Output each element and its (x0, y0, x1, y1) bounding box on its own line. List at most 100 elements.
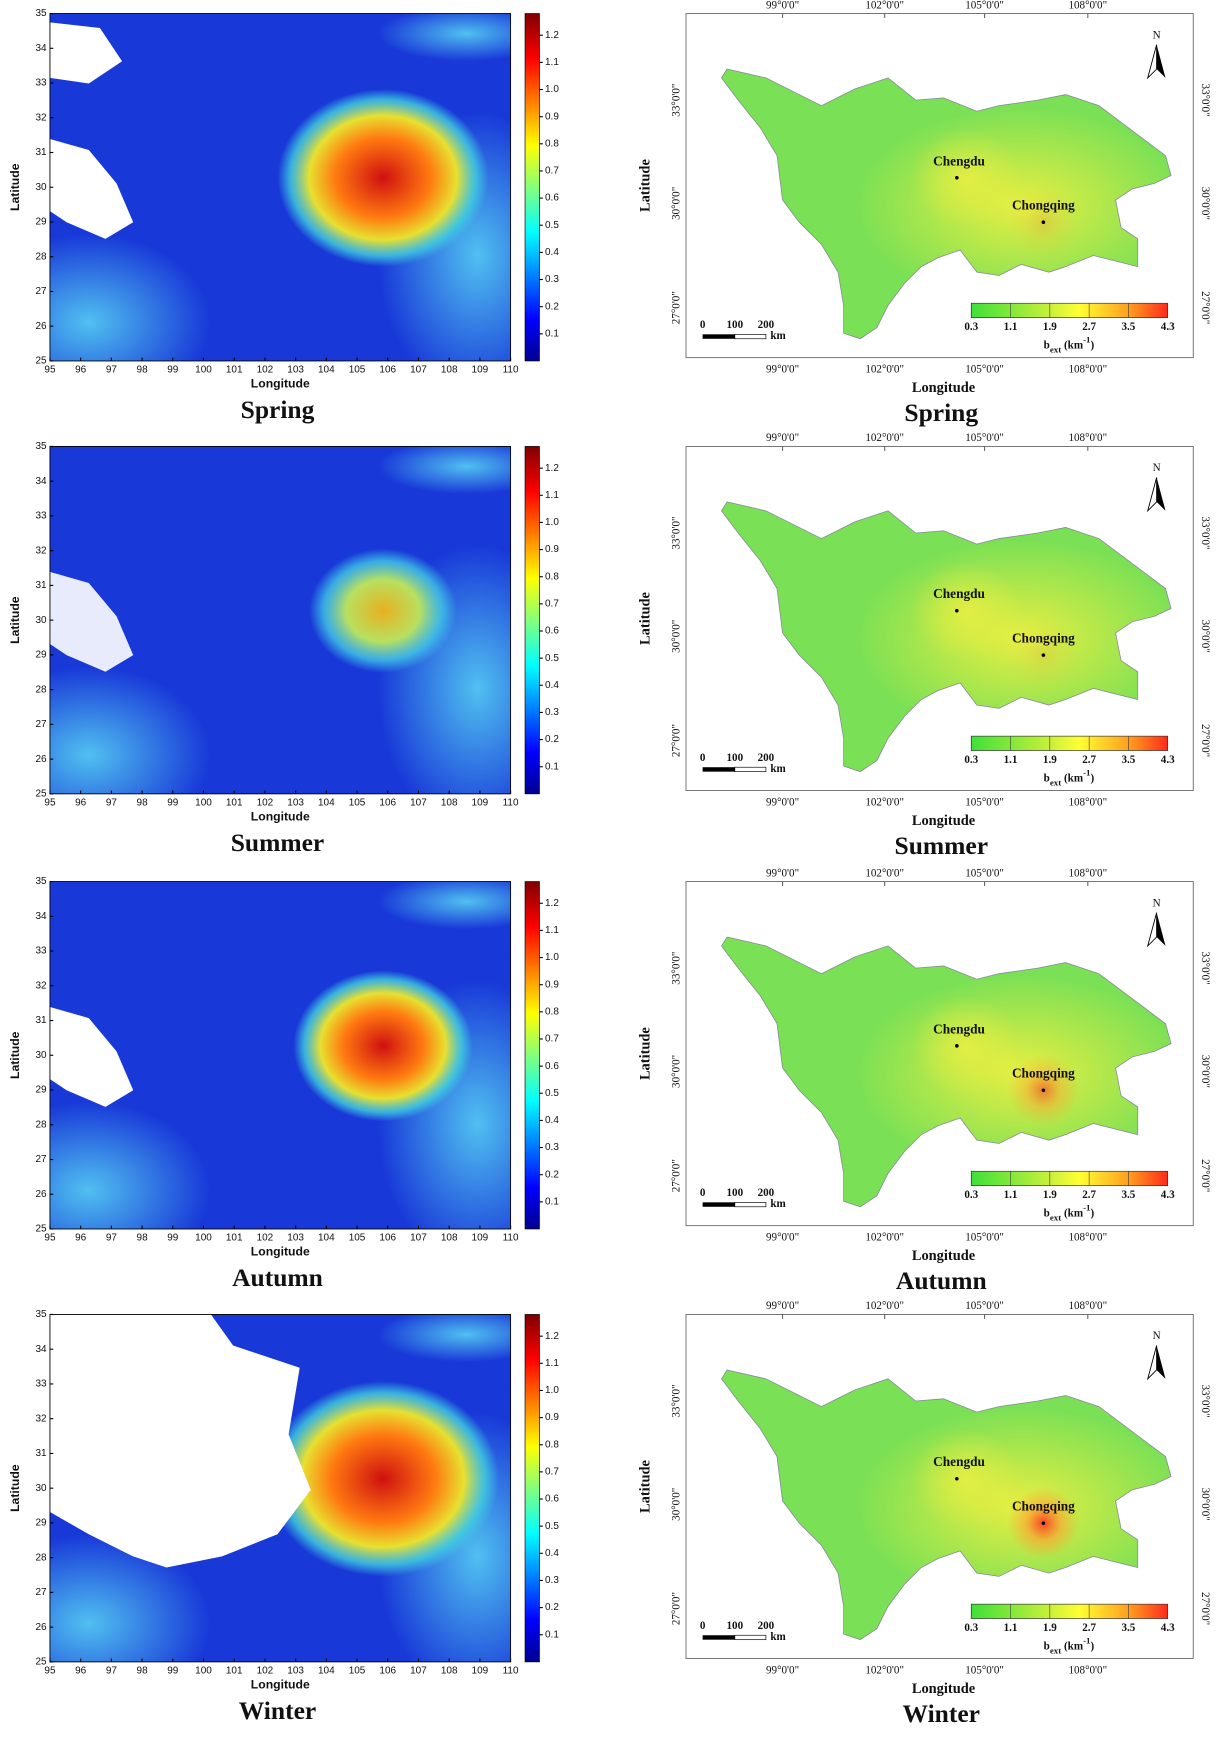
lat-label-right: 30°0'0" (1199, 187, 1211, 220)
heatmap-hotspot (277, 89, 489, 267)
x-tick-label: 106 (379, 1233, 396, 1244)
y-tick-label: 29 (36, 1085, 48, 1096)
x-tick-label: 103 (287, 1665, 304, 1676)
colorbar-tick-label: 3.5 (1121, 1622, 1135, 1634)
x-tick-label: 109 (472, 364, 489, 375)
lon-label-bottom: 108°0'0" (1068, 796, 1107, 808)
colorbar-tick-label: 0.7 (545, 598, 559, 609)
lon-label-top: 102°0'0" (865, 0, 904, 11)
title-unit: (km (1061, 1207, 1084, 1219)
y-tick-label: 34 (36, 43, 48, 54)
north-arrow (1156, 477, 1166, 511)
lon-label-bottom: 105°0'0" (965, 1231, 1004, 1243)
y-tick-label: 27 (36, 719, 48, 730)
x-tick-label: 104 (318, 364, 335, 375)
x-tick-label: 96 (75, 364, 87, 375)
colorbar-tick-label: 0.1 (545, 761, 559, 772)
x-tick-label: 108 (441, 364, 458, 375)
y-tick-label: 32 (36, 545, 48, 556)
heatmap-region (377, 13, 511, 62)
lat-label-left: 27°0'0" (671, 724, 683, 757)
x-tick-label: 105 (349, 797, 366, 808)
x-tick-label: 107 (410, 1665, 427, 1676)
scale-bar (702, 767, 735, 772)
title-superscript: -1 (1083, 1202, 1090, 1212)
x-tick-label: 104 (318, 797, 335, 808)
x-tick-label: 104 (318, 1233, 335, 1244)
colorbar-tick-label: 1.1 (1004, 1622, 1018, 1634)
title-unit: (km (1061, 1640, 1084, 1652)
colorbar-tick-label: 1.0 (545, 84, 559, 95)
lon-label-top: 105°0'0" (965, 867, 1004, 879)
colorbar-tick-label: 1.9 (1043, 321, 1057, 333)
north-label: N (1153, 897, 1161, 909)
city-label: Chengdu (933, 1454, 985, 1469)
lon-label-bottom: 105°0'0" (965, 363, 1004, 375)
title-close: ) (1090, 1207, 1094, 1219)
x-tick-label: 95 (44, 364, 56, 375)
aod-panel: 95 96 97 98 99 100 101 102 103 104 105 106 107 108 109… (8, 8, 560, 424)
scale-label: 100 (726, 1620, 743, 1632)
lon-label-bottom: 99°0'0" (766, 363, 799, 375)
x-tick-label: 109 (472, 1665, 489, 1676)
colorbar-tick-label: 0.8 (545, 1006, 559, 1017)
x-tick-label: 99 (167, 1665, 179, 1676)
north-arrow (1156, 912, 1166, 946)
colorbar (524, 13, 540, 362)
x-tick-label: 102 (257, 364, 274, 375)
season-row: 95 96 97 98 99 100 101 102 103 104 105 106 107 108 109… (8, 867, 1211, 1295)
x-tick-label: 98 (137, 364, 149, 375)
y-tick-label: 26 (36, 754, 48, 765)
lat-label-left: 27°0'0" (671, 291, 683, 324)
x-tick-label: 108 (441, 1233, 458, 1244)
lat-label-left: 33°0'0" (671, 952, 683, 985)
x-tick-label: 98 (137, 797, 149, 808)
y-tick-label: 28 (36, 684, 48, 695)
season-label: Spring (904, 398, 978, 427)
lat-label-right: 27°0'0" (1199, 1592, 1211, 1625)
province-glow (910, 560, 1022, 661)
lon-label-top: 99°0'0" (766, 0, 799, 11)
bext-panel: 99°0'0" 99°0'0" 102°0'0" 102°0'0" 105°0'0" 10… (637, 0, 1210, 427)
y-tick-label: 33 (36, 1379, 48, 1390)
y-tick-label: 35 (36, 876, 48, 887)
lat-label-left: 27°0'0" (671, 1159, 683, 1192)
y-axis-title: Latitude (8, 1031, 22, 1079)
x-tick-label: 108 (441, 797, 458, 808)
colorbar-tick-label: 0.2 (545, 734, 559, 745)
colorbar-tick-label: 0.5 (545, 220, 559, 231)
colorbar (524, 1314, 540, 1663)
colorbar-tick-label: 0.2 (545, 1602, 559, 1613)
lon-label-bottom: 108°0'0" (1068, 363, 1107, 375)
y-tick-label: 33 (36, 946, 48, 957)
x-tick-label: 101 (226, 797, 243, 808)
y-tick-label: 29 (36, 650, 48, 661)
x-tick-label: 103 (287, 1233, 304, 1244)
lat-label-left: 30°0'0" (671, 187, 683, 220)
x-tick-label: 97 (106, 797, 118, 808)
y-tick-label: 31 (36, 147, 48, 158)
bext-panel: 99°0'0" 99°0'0" 102°0'0" 102°0'0" 105°0'0" 10… (637, 867, 1210, 1295)
scale-bar (702, 1202, 735, 1207)
city-dot (1041, 1088, 1046, 1093)
y-tick-label: 26 (36, 1189, 48, 1200)
scale-label: 100 (726, 752, 743, 764)
heatmap-hotspot (266, 1381, 499, 1577)
colorbar-tick-label: 1.0 (545, 517, 559, 528)
lon-label-top: 108°0'0" (1068, 1300, 1107, 1312)
y-tick-label: 35 (36, 8, 48, 19)
city-dot (1041, 653, 1046, 657)
colorbar-tick-label: 0.6 (545, 1061, 559, 1072)
lon-label-top: 99°0'0" (766, 432, 799, 444)
x-tick-label: 107 (410, 797, 427, 808)
y-tick-label: 28 (36, 251, 48, 262)
north-arrow (1156, 44, 1166, 78)
province-glow (910, 995, 1022, 1096)
colorbar (524, 881, 540, 1230)
city-dot (955, 176, 959, 180)
scale-bar (734, 1202, 767, 1208)
lat-label-right: 33°0'0" (1199, 952, 1211, 985)
colorbar-tick-label: 1.9 (1043, 754, 1057, 766)
x-tick-label: 106 (379, 364, 396, 375)
